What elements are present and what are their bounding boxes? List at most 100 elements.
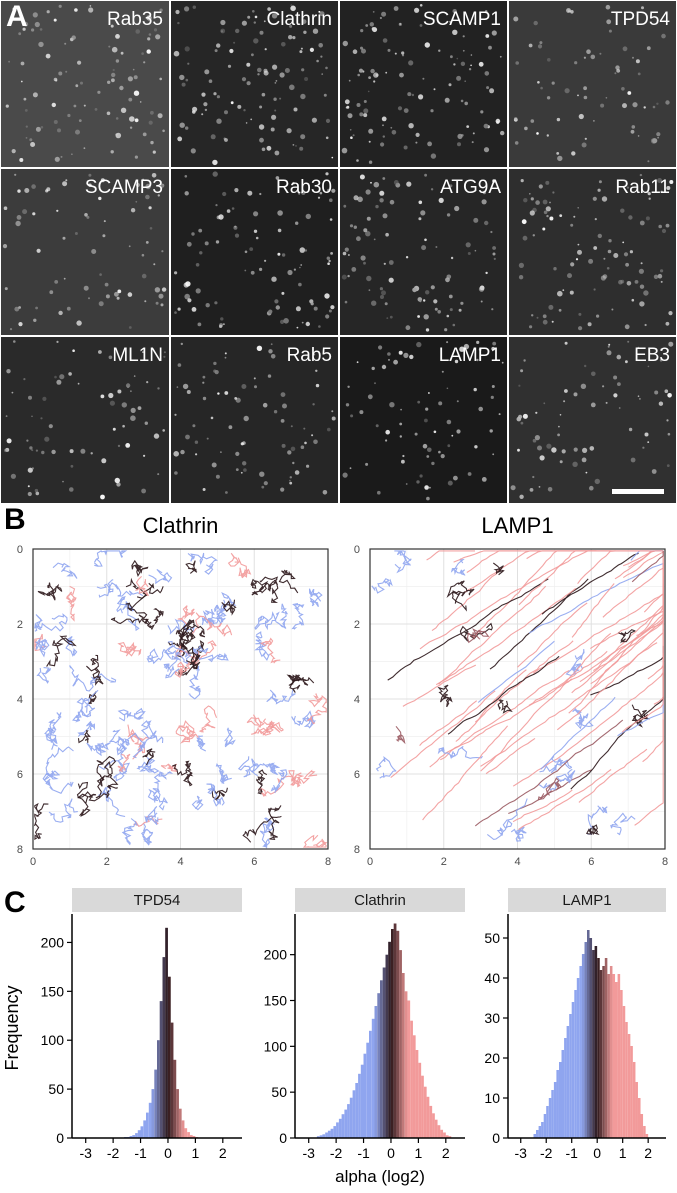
histogram-bar [178,1108,182,1138]
trajectory [117,753,131,772]
x-tick-label: 0 [367,856,373,868]
trajectory [571,583,615,638]
y-tick-label: 50 [484,930,500,946]
histogram-bar [574,990,577,1138]
trajectory [206,783,225,807]
histogram-bar [391,929,394,1138]
trajectory [455,640,574,742]
histogram-bar [434,1119,438,1138]
histogram-bar [604,958,608,1138]
histogram-bar [536,1130,539,1138]
y-tick-label: 150 [41,983,65,999]
histogram-bar [369,1030,372,1139]
y-tick-label: 0 [17,544,23,556]
trajectory [140,720,157,740]
histogram-bar [538,1126,542,1138]
trajectory [446,580,475,604]
histogram-bar [569,1014,572,1138]
plot-title: LAMP1 [481,513,553,538]
histogram-bar [571,1002,575,1138]
x-axis-label: alpha (log2) [335,1167,425,1186]
x-tick-label: 2 [219,1145,227,1161]
histogram-bar [607,974,610,1138]
y-tick-label: 8 [354,844,360,856]
histogram-bar [602,966,605,1138]
tile-label: Rab11 [615,177,670,198]
trajectory [167,618,195,635]
histogram-bar [579,966,582,1138]
histogram-panel: TPD54-3 -2 -1 0 1 2050100150200FrequencyClath… [2,888,666,1186]
histogram-bar [559,1062,562,1138]
trajectory [72,708,92,723]
trajectory [135,576,149,597]
facet-strip [72,888,242,912]
trajectory [429,670,570,768]
y-tick-label: 4 [354,694,360,706]
tile-label: Rab5 [287,345,332,366]
trajectory [617,700,664,737]
x-tick-label: 1 [191,1145,199,1161]
histogram-bar [541,1122,544,1138]
tile-label: LAMP1 [439,345,501,366]
trajectory [237,756,256,778]
x-tick-label: -3 [302,1145,315,1161]
x-tick-label: 6 [588,856,594,868]
trajectory [48,712,62,733]
tile-label: Rab30 [276,177,332,198]
trajectory [539,756,573,774]
trajectory [98,785,126,818]
histogram-bar [349,1097,353,1138]
histogram-bar [189,1135,193,1138]
trajectory [257,770,298,798]
x-tick-label: 2 [644,1145,652,1161]
trajectory [440,678,573,761]
trajectory [517,769,612,831]
histogram-bar [412,1035,416,1138]
trajectory [44,727,58,750]
histogram-bar [448,1136,452,1138]
trajectory [141,822,154,846]
y-tick-label: 30 [484,1010,500,1026]
histogram-bar [377,993,381,1138]
histogram-bar [576,978,580,1138]
trajectory [46,635,77,667]
trajectory [251,758,264,777]
trajectory [375,756,397,779]
trajectory [144,806,159,826]
scale-bar [612,489,664,494]
trajectory [486,798,528,840]
trajectory [302,834,328,848]
trajectory [618,629,636,644]
x-tick-label: -1 [134,1145,147,1161]
panel-letter-a: A [6,0,28,33]
trajectory [288,674,303,693]
trajectory [175,621,206,640]
trajectory [435,587,577,686]
histogram-bar [533,1134,537,1138]
x-tick-label: -2 [540,1145,553,1161]
histogram-bar [581,954,585,1138]
trajectory [242,815,282,843]
trajectory [587,805,608,835]
histogram-bar [589,938,593,1138]
trajectory [147,788,168,811]
trajectory [121,818,138,846]
trajectory [215,763,232,785]
histogram-bar [344,1109,348,1138]
trajectory [42,746,74,794]
trajectory [246,714,265,728]
x-tick-label: -2 [107,1145,120,1161]
trajectory [517,602,588,668]
trajectory [253,722,281,736]
x-tick-label: 2 [442,1145,450,1161]
histogram-bar [404,991,408,1138]
trajectory [578,748,648,803]
histogram-bar [632,1062,636,1138]
histogram-bar [625,1022,628,1138]
histogram-bar [347,1104,350,1138]
trajectory [270,769,288,794]
trajectory [126,605,140,632]
trajectory [602,558,664,618]
histogram-bar [615,982,618,1138]
trajectory [117,641,142,657]
